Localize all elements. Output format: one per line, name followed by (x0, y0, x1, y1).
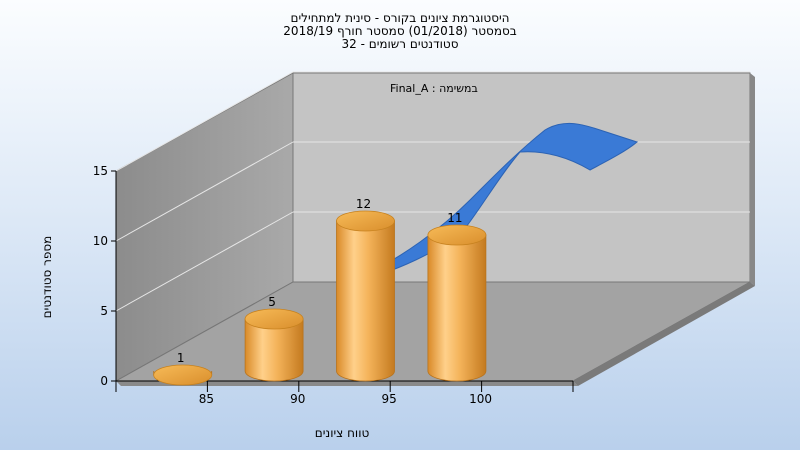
bar-top (427, 224, 487, 246)
data-label: 1 (177, 351, 185, 365)
data-label: 12 (356, 197, 371, 211)
floor-edge (116, 381, 578, 386)
gridlines (115, 71, 750, 312)
bars: 1 5 12 11 (153, 197, 487, 386)
floor-right-edge (573, 282, 755, 386)
series-label-name: Final_A (390, 82, 429, 95)
y-axis-label: מספר סטודנטים (40, 235, 54, 319)
y-tick-label: 10 (93, 234, 108, 248)
back-wall-edge (750, 73, 755, 286)
x-axis-label: טווח ציונים (314, 426, 370, 440)
data-label: 11 (447, 211, 462, 225)
chart-title-line-1: היסטוגרמת ציונים בקורס - סינית למתחילים (290, 11, 510, 25)
bar-top (244, 308, 304, 330)
x-tick-label: 85 (199, 392, 214, 406)
x-tick-label: 90 (290, 392, 305, 406)
gridline (115, 71, 294, 172)
bar-top (153, 364, 213, 386)
x-ticks: 85 90 95 100 (199, 381, 492, 406)
data-label: 5 (268, 295, 276, 309)
series-label: Final_A במשימה : (390, 82, 478, 95)
bar (244, 318, 304, 382)
x-tick-label: 100 (469, 392, 492, 406)
bar-top (336, 210, 395, 232)
chart-title-line-3: סטודנטים רשומים - 32 (341, 37, 459, 51)
chart-title-line-2: בסמסטר (01/2018) סמסטר חורף 2018/19 (283, 24, 517, 38)
bar (336, 220, 395, 382)
y-tick-label: 0 (100, 374, 108, 388)
y-tick-label: 15 (93, 164, 108, 178)
y-ticks: 0 5 10 15 (93, 164, 116, 388)
y-tick-label: 5 (100, 304, 108, 318)
bar (427, 234, 487, 382)
x-tick-label: 95 (382, 392, 397, 406)
series-label-prefix: במשימה : (431, 82, 478, 95)
gridline (115, 211, 294, 312)
gridline (115, 141, 294, 242)
